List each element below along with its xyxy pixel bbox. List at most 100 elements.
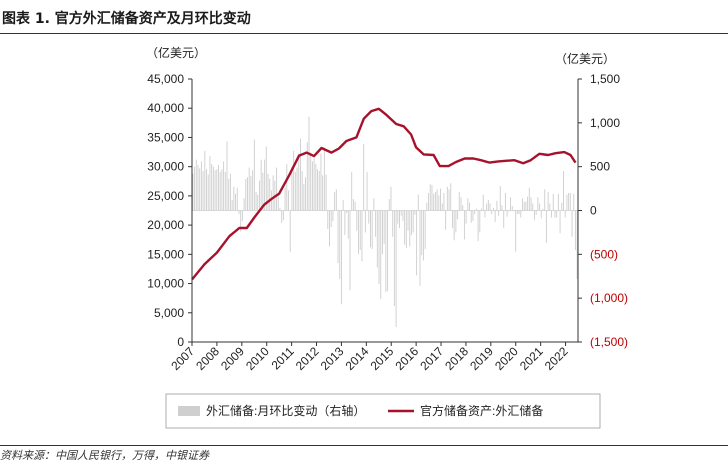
change-bar	[366, 171, 368, 211]
change-bar	[469, 202, 471, 211]
change-bar	[412, 210, 414, 233]
change-bar	[279, 207, 281, 211]
change-bar	[363, 143, 365, 211]
change-bar	[359, 210, 361, 250]
change-bar	[262, 172, 264, 211]
change-bar	[417, 194, 419, 211]
change-bar	[411, 210, 412, 236]
change-bar	[561, 202, 563, 211]
x-tick-label: 2017	[417, 344, 446, 373]
change-bar	[422, 210, 424, 261]
change-bar	[202, 171, 204, 211]
change-bar	[496, 200, 498, 211]
change-bar	[223, 161, 225, 211]
change-bar	[354, 201, 356, 211]
change-bar	[419, 210, 421, 286]
x-tick-label: 2015	[368, 344, 397, 373]
change-bar	[405, 210, 407, 249]
change-bar	[475, 208, 477, 211]
change-bar	[332, 210, 334, 222]
change-bar	[451, 210, 453, 229]
x-tick-label: 2012	[293, 344, 322, 373]
change-bar	[463, 210, 465, 240]
change-bar	[433, 193, 435, 211]
change-bar	[361, 210, 363, 262]
change-bar	[289, 210, 291, 252]
change-bar	[399, 210, 400, 229]
change-bar	[349, 210, 351, 291]
change-bar	[317, 169, 319, 211]
change-bar	[554, 210, 556, 218]
change-bar	[352, 199, 354, 211]
change-bar	[200, 161, 202, 211]
change-bar	[294, 171, 296, 211]
change-bar	[243, 198, 245, 211]
left-tick-label: 15,000	[147, 247, 184, 261]
source-note: 资料来源：中国人民银行，万得，中银证券	[0, 445, 728, 466]
change-bar	[303, 184, 305, 211]
change-bar	[446, 186, 448, 211]
change-bar	[288, 190, 289, 211]
change-bar	[457, 210, 459, 220]
change-bar	[436, 189, 438, 211]
change-bar	[197, 164, 199, 211]
change-bar	[378, 210, 380, 285]
x-tick-label: 2020	[492, 344, 521, 373]
right-axis-unit: （亿美元）	[555, 52, 616, 66]
change-bar	[330, 210, 332, 228]
change-bar	[282, 210, 284, 221]
chart: 0 5,000 10,000 15,000 20,000 25,000 30,000 35,0…	[147, 72, 628, 429]
change-bar	[501, 205, 503, 211]
change-bar	[472, 210, 474, 222]
change-bar	[518, 210, 520, 215]
change-bar	[207, 174, 209, 211]
change-bar	[258, 180, 260, 211]
change-bar	[370, 210, 371, 248]
legend-bar-label: 外汇储备:月环比变动（右轴）	[206, 403, 365, 418]
change-bar	[340, 210, 342, 305]
fx-reserve-line	[191, 107, 577, 281]
change-bar	[416, 210, 418, 276]
change-bar	[368, 210, 370, 224]
change-bar	[308, 116, 310, 211]
change-bar	[434, 192, 436, 211]
change-bar	[458, 192, 460, 211]
change-bar	[574, 210, 576, 250]
change-bar	[375, 210, 377, 237]
change-bar	[559, 210, 561, 234]
change-bar	[511, 206, 513, 211]
change-bar	[428, 192, 430, 211]
change-bar	[306, 142, 308, 211]
legend-box	[165, 393, 601, 429]
change-bar	[323, 147, 325, 211]
change-bar	[241, 210, 243, 222]
change-bar	[272, 175, 274, 211]
change-bar	[515, 210, 517, 252]
change-bar	[253, 139, 255, 211]
change-bar	[224, 171, 226, 211]
change-bar	[460, 197, 462, 211]
change-bar	[194, 166, 196, 211]
change-bar	[284, 187, 286, 211]
change-bar	[563, 171, 564, 211]
change-bar	[530, 197, 532, 211]
x-tick-label: 2014	[343, 344, 372, 373]
change-bar	[315, 164, 317, 211]
change-bar	[381, 210, 383, 255]
change-bar	[470, 210, 472, 223]
change-bar	[260, 159, 262, 211]
change-bar	[305, 177, 307, 211]
legend-bar-swatch	[178, 406, 200, 416]
change-bar	[233, 186, 235, 211]
change-bar	[527, 196, 529, 211]
change-bar	[545, 210, 547, 243]
change-bar	[293, 150, 295, 211]
change-bar	[508, 210, 510, 212]
change-bar	[544, 189, 546, 211]
change-bar	[231, 199, 233, 211]
change-bar	[301, 171, 303, 211]
x-tick-label: 2007	[168, 344, 197, 373]
left-tick-label: 45,000	[147, 72, 184, 86]
right-tick-label: 0	[590, 204, 597, 218]
change-bar	[431, 185, 433, 211]
